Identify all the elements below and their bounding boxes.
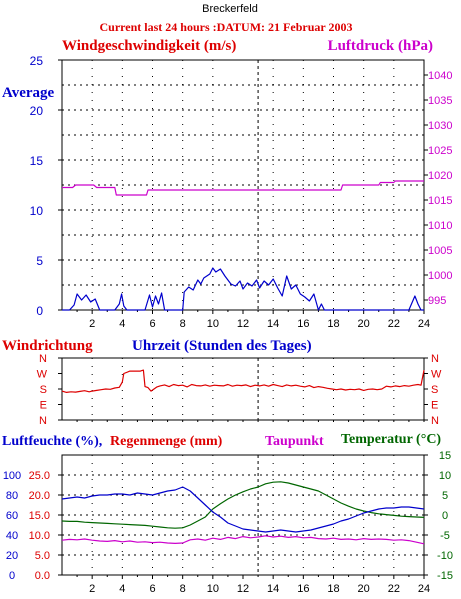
wind-speed-line: [62, 267, 424, 311]
direction-ytick-label: N: [39, 415, 47, 427]
humidity-ytick-label: 100: [3, 470, 21, 482]
wind-xtick-label: 4: [119, 318, 125, 330]
average-label: Average: [2, 85, 55, 101]
pressure-ytick-label: 1020: [428, 170, 452, 182]
climate-xtick-label: 22: [388, 583, 400, 595]
wind-ytick-label: 10: [30, 204, 44, 218]
temperature-ytick-label: 15: [439, 450, 451, 462]
rain-ytick-label: 20.0: [29, 490, 50, 502]
climate-xtick-label: 6: [149, 583, 155, 595]
temperature-title: Temperatur (°C): [341, 432, 441, 447]
wind-xtick-label: 18: [327, 318, 339, 330]
rain-ytick-label: 15.0: [29, 510, 50, 522]
rain-ytick-label: 10.0: [29, 530, 50, 542]
wind-speed-title: Windgeschwindigkeit (m/s): [62, 38, 236, 54]
climate-xtick-label: 4: [119, 583, 125, 595]
pressure-ytick-label: 1010: [428, 220, 452, 232]
pressure-ytick-label: 1000: [428, 270, 452, 282]
rain-ytick-label: 0.0: [35, 570, 50, 582]
temperature-ytick-label: -10: [437, 550, 453, 562]
direction-ytick-label-right: W: [431, 369, 442, 381]
wind-xtick-label: 14: [267, 318, 279, 330]
pressure-title: Luftdruck (hPa): [328, 38, 433, 54]
wind-direction-line: [61, 369, 425, 393]
wind-direction-title: Windrichtung: [2, 338, 93, 354]
climate-xtick-label: 12: [237, 583, 249, 595]
humidity-title: Luftfeuchte (%),: [2, 434, 102, 449]
climate-xtick-label: 18: [327, 583, 339, 595]
pressure-ytick-label: 1015: [428, 195, 452, 207]
wind-xtick-label: 20: [358, 318, 370, 330]
wind-ytick-label: 25: [30, 54, 44, 68]
temperature-ytick-label: -5: [440, 530, 450, 542]
climate-xtick-label: 8: [180, 583, 186, 595]
wind-xtick-label: 6: [149, 318, 155, 330]
wind-xtick-label: 16: [297, 318, 309, 330]
rain-ytick-label: 5.0: [35, 550, 50, 562]
dewpoint-title: Taupunkt: [265, 434, 324, 449]
chart-subtitle: Current last 24 hours :DATUM: 21 Februar…: [100, 20, 353, 34]
chart-marks: 0510152025995100010051010101510201025103…: [3, 54, 453, 595]
temperature-ytick-label: 10: [439, 470, 451, 482]
wind-ytick-label: 20: [30, 104, 44, 118]
direction-ytick-label: N: [39, 353, 47, 365]
rain-title: Regenmenge (mm): [110, 434, 223, 449]
station-name: Breckerfeld: [202, 3, 258, 15]
temperature-line: [61, 481, 425, 529]
temperature-ytick-label: 5: [442, 490, 448, 502]
rain-ytick-label: 25.0: [29, 470, 50, 482]
direction-ytick-label: S: [40, 384, 47, 396]
humidity-ytick-label: 80: [6, 490, 18, 502]
time-axis-title: Uhrzeit (Stunden des Tages): [132, 338, 312, 354]
wind-ytick-label: 15: [30, 154, 44, 168]
humidity-ytick-label: 40: [6, 530, 18, 542]
pressure-ytick-label: 1005: [428, 245, 452, 257]
pressure-ytick-label: 995: [428, 295, 446, 307]
direction-ytick-label-right: S: [431, 384, 438, 396]
wind-xtick-label: 12: [237, 318, 249, 330]
climate-xtick-label: 16: [297, 583, 309, 595]
humidity-ytick-label: 20: [6, 550, 18, 562]
climate-xtick-label: 10: [207, 583, 219, 595]
dewpoint-line: [61, 535, 425, 545]
direction-ytick-label-right: E: [431, 400, 438, 412]
wind-ytick-label: 5: [36, 254, 43, 268]
humidity-ytick-label: 60: [6, 510, 18, 522]
humidity-line: [61, 486, 425, 533]
pressure-ytick-label: 1030: [428, 120, 452, 132]
direction-ytick-label-right: N: [431, 353, 439, 365]
climate-xtick-label: 2: [89, 583, 95, 595]
pressure-ytick-label: 1040: [428, 70, 452, 82]
direction-ytick-label-right: N: [431, 415, 439, 427]
direction-ytick-label: E: [40, 400, 47, 412]
temperature-ytick-label: 0: [442, 510, 448, 522]
wind-xtick-label: 2: [89, 318, 95, 330]
wind-xtick-label: 24: [418, 318, 430, 330]
wind-xtick-label: 10: [207, 318, 219, 330]
pressure-line: [62, 180, 424, 196]
pressure-ytick-label: 1025: [428, 145, 452, 157]
temperature-ytick-label: -15: [437, 570, 453, 582]
climate-xtick-label: 24: [418, 583, 430, 595]
pressure-ytick-label: 1035: [428, 95, 452, 107]
humidity-ytick-label: 0: [9, 570, 15, 582]
wind-ytick-label: 0: [36, 304, 43, 318]
climate-xtick-label: 20: [358, 583, 370, 595]
wind-xtick-label: 8: [180, 318, 186, 330]
wind-xtick-label: 22: [388, 318, 400, 330]
climate-xtick-label: 14: [267, 583, 279, 595]
direction-ytick-label: W: [37, 369, 48, 381]
